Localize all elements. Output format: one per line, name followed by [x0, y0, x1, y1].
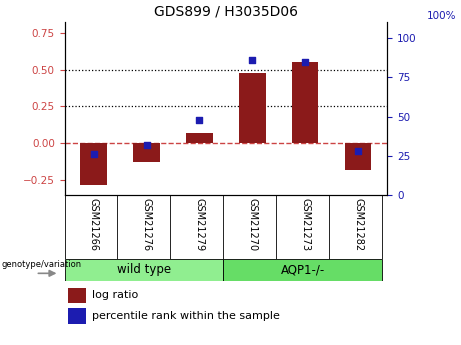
Title: GDS899 / H3035D06: GDS899 / H3035D06 — [154, 4, 298, 19]
Bar — [239, 72, 266, 143]
Bar — [186, 133, 213, 143]
Bar — [68, 287, 86, 303]
Text: GSM21279: GSM21279 — [195, 198, 204, 251]
Bar — [133, 143, 160, 162]
Text: percentile rank within the sample: percentile rank within the sample — [92, 311, 280, 321]
Text: GSM21276: GSM21276 — [142, 198, 152, 251]
Bar — [80, 143, 107, 185]
FancyBboxPatch shape — [65, 259, 223, 281]
Point — [301, 59, 309, 65]
Point — [90, 151, 97, 157]
Text: log ratio: log ratio — [92, 290, 138, 300]
Point — [248, 57, 256, 63]
Bar — [68, 308, 86, 324]
FancyBboxPatch shape — [223, 259, 382, 281]
Point — [143, 142, 150, 148]
Point — [196, 117, 203, 122]
Text: 100%: 100% — [426, 11, 456, 21]
Text: GSM21273: GSM21273 — [300, 198, 310, 251]
Text: GSM21282: GSM21282 — [353, 198, 363, 251]
Text: genotype/variation: genotype/variation — [2, 260, 82, 269]
Text: wild type: wild type — [117, 264, 171, 276]
Point — [355, 148, 362, 154]
Bar — [345, 143, 372, 170]
Text: GSM21270: GSM21270 — [248, 198, 257, 251]
Text: GSM21266: GSM21266 — [89, 198, 99, 251]
Text: AQP1-/-: AQP1-/- — [280, 264, 325, 276]
Bar — [292, 62, 319, 143]
